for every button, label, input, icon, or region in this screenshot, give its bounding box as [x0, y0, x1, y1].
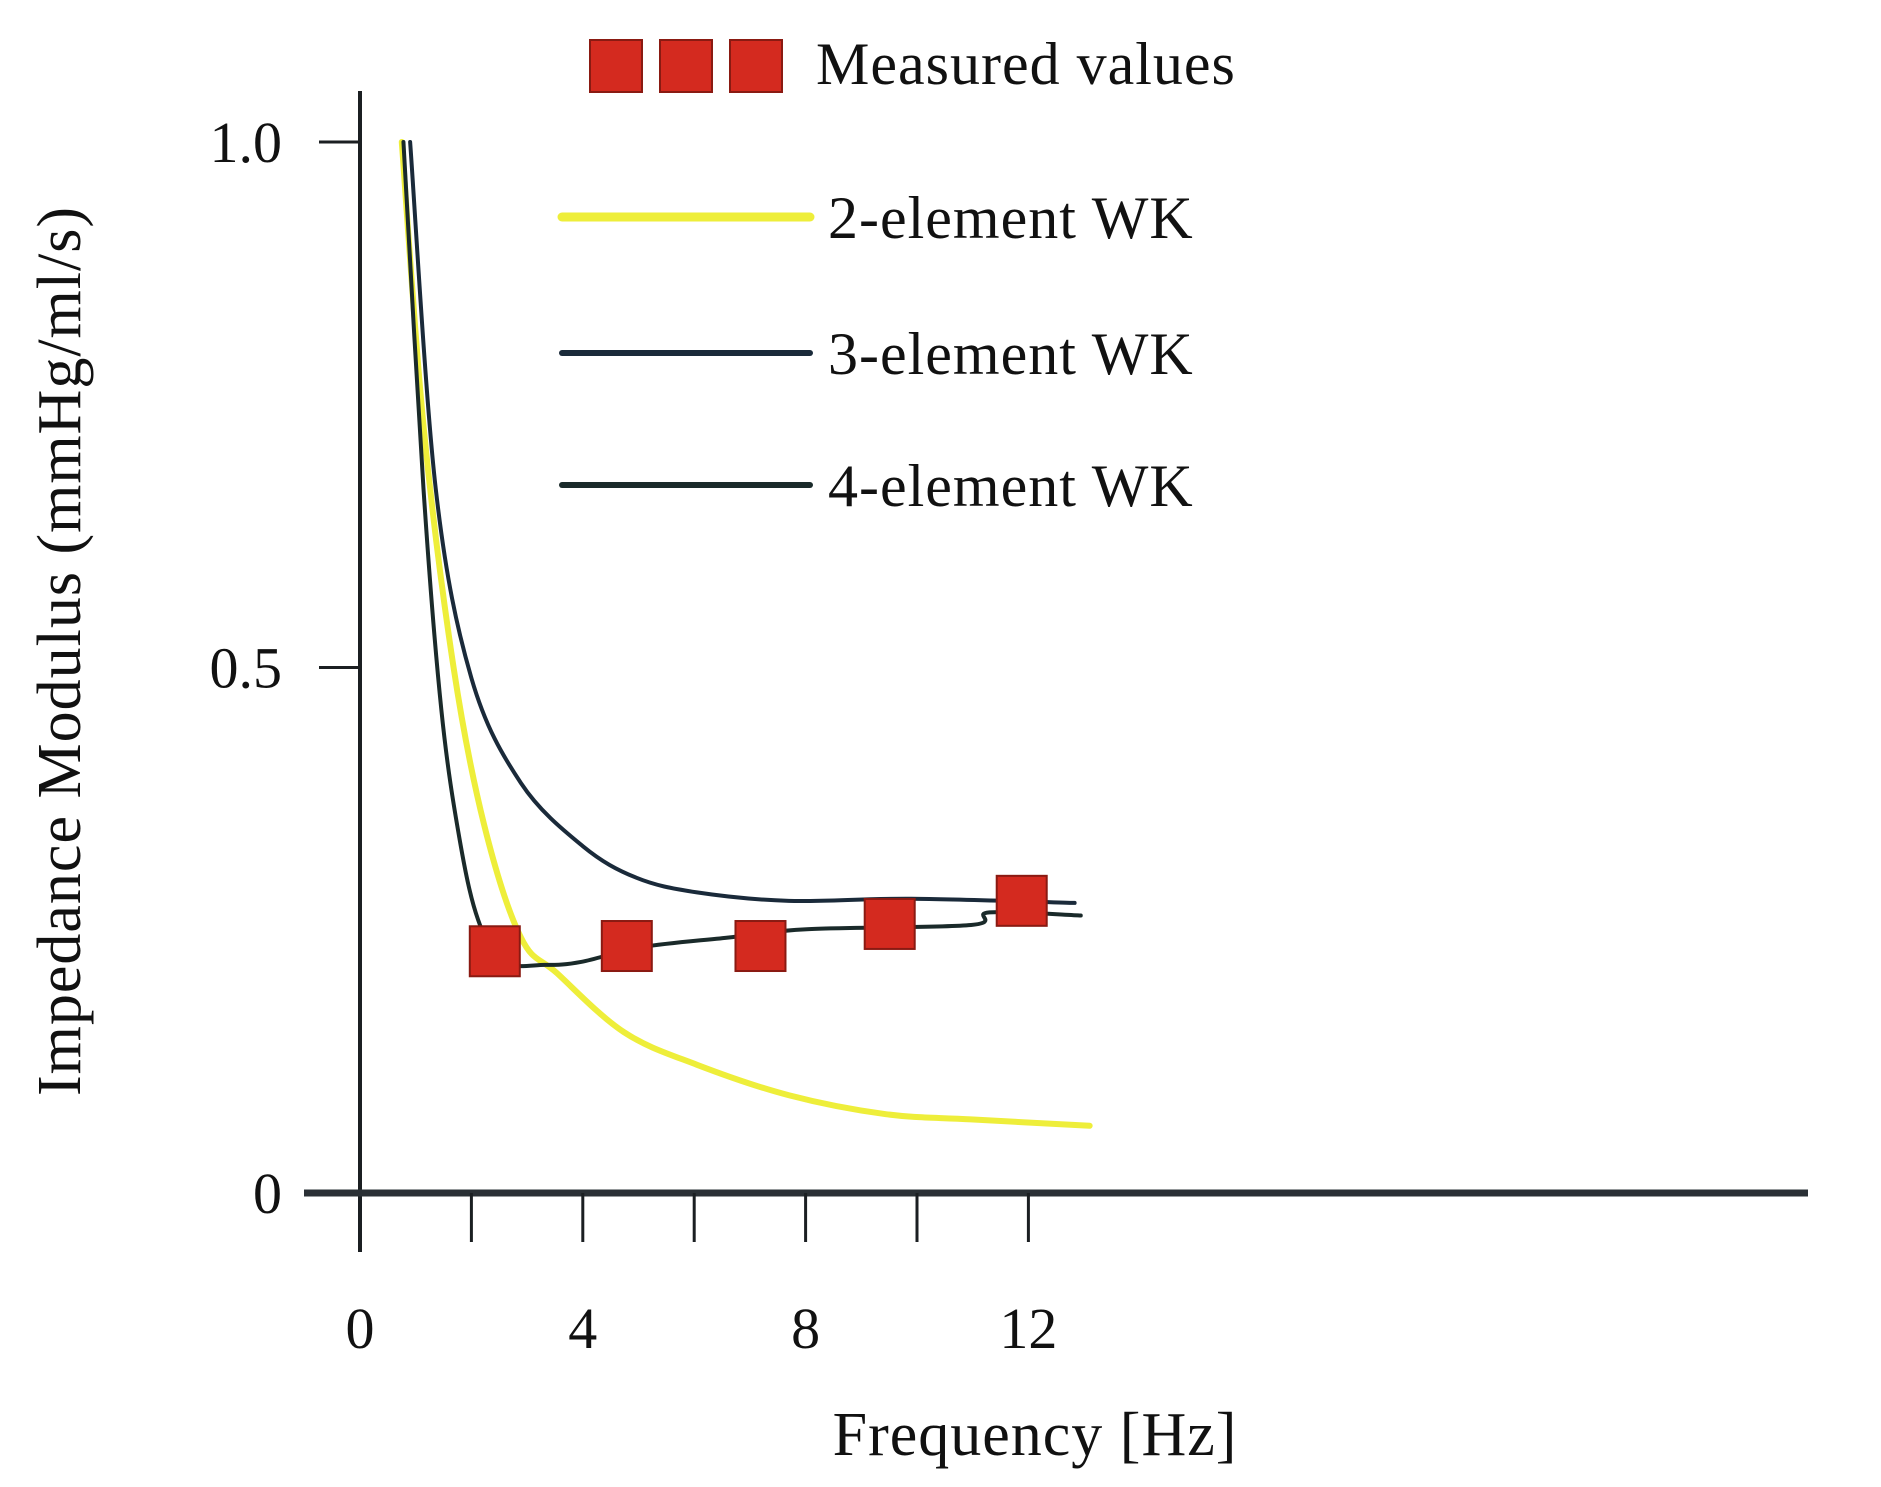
measured-value-marker — [863, 897, 916, 950]
series-layer — [398, 139, 1093, 1129]
measured-value-marker — [468, 925, 521, 978]
y-tick-label: 1.0 — [210, 110, 283, 175]
legend-marker-square — [729, 39, 783, 93]
y-axis-title: Impedance Modulus (mmHg/ml/s) — [26, 206, 94, 1096]
x-axis-title: Frequency [Hz] — [833, 1401, 1238, 1469]
x-tick-label: 12 — [999, 1296, 1057, 1361]
series-line-4-element-wk — [401, 140, 1083, 969]
y-tick-label: 0 — [253, 1161, 282, 1226]
legend-label: 2-element WK — [828, 185, 1194, 251]
legend-label: 3-element WK — [828, 321, 1194, 387]
x-tick-label: 8 — [791, 1296, 820, 1361]
legend: Measured values 2-element WK 3-element WK 4… — [557, 31, 1236, 519]
legend-label: Measured values — [816, 31, 1236, 97]
x-tick-label: 0 — [346, 1296, 375, 1361]
measured-value-marker — [734, 920, 787, 973]
legend-marker-square — [659, 39, 713, 93]
series-line-2-element-wk — [398, 139, 1093, 1129]
legend-marker-square — [589, 39, 643, 93]
axes: 0 4 8 12 0 0.5 1.0 — [210, 91, 1808, 1361]
x-tick-label: 4 — [568, 1296, 597, 1361]
series-line-3-element-wk — [408, 140, 1077, 905]
measured-value-marker — [995, 874, 1048, 927]
measured-value-marker — [600, 920, 653, 973]
y-tick-label: 0.5 — [210, 636, 283, 701]
legend-label: 4-element WK — [828, 453, 1194, 519]
